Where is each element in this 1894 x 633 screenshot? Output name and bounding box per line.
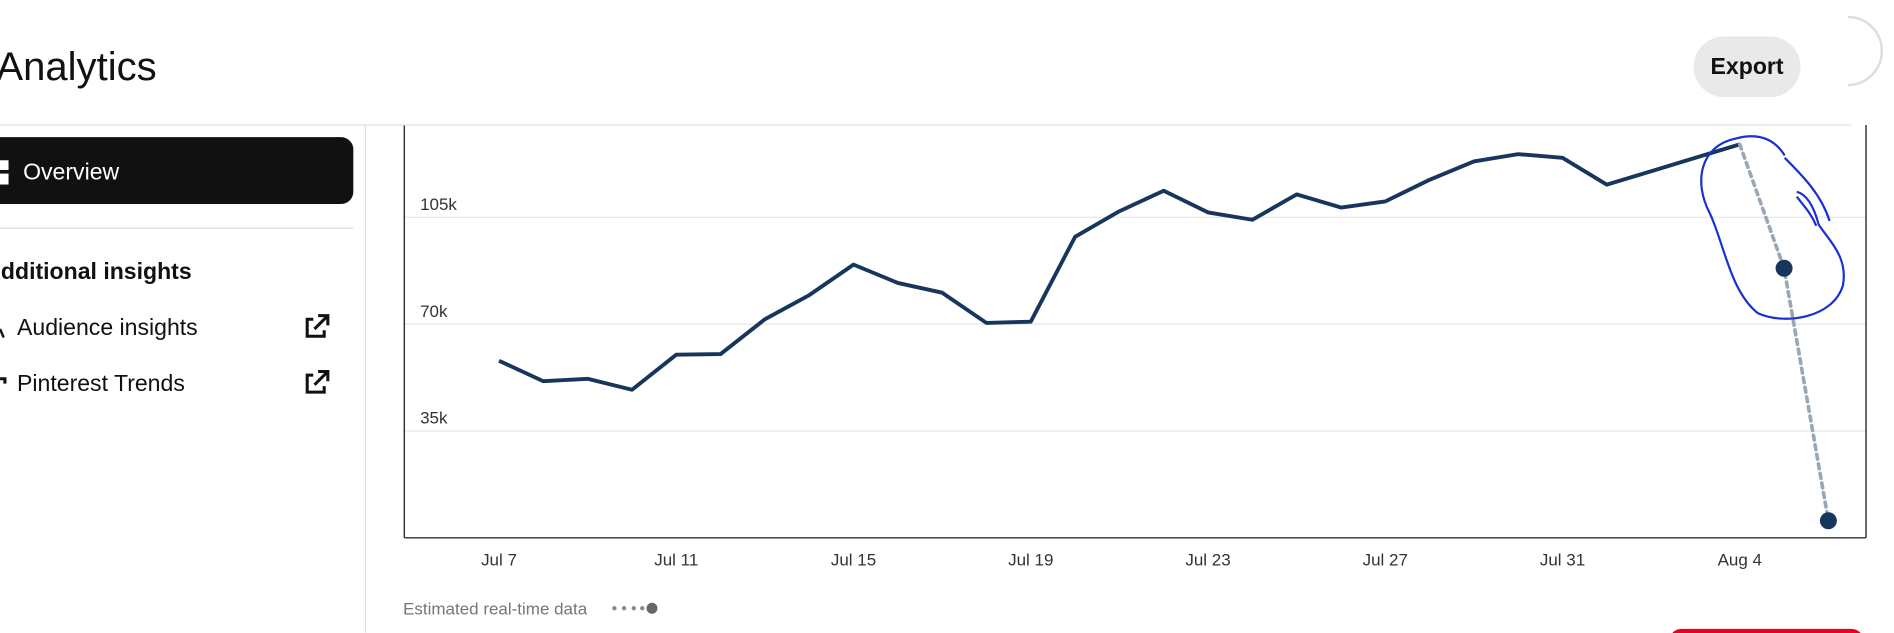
- x-tick-label: Jul 27: [1363, 551, 1408, 570]
- overview-icon: [0, 173, 9, 185]
- overview-label[interactable]: Overview: [23, 159, 119, 185]
- x-tick-label: Jul 23: [1185, 551, 1230, 570]
- estimate-legend: Estimated real-time data: [403, 599, 588, 618]
- section-heading: Additional insights: [0, 258, 192, 284]
- export-button[interactable]: [1693, 36, 1801, 98]
- audience-icon: [0, 328, 5, 338]
- y-tick-label: 70k: [420, 302, 448, 321]
- x-tick-label: Aug 4: [1718, 551, 1762, 570]
- trends-icon: [0, 377, 7, 384]
- y-tick-label: 105k: [420, 195, 457, 214]
- sidebar-link[interactable]: Pinterest Trends: [17, 370, 185, 396]
- estimate-point: [1775, 259, 1793, 277]
- x-tick-label: Jul 19: [1008, 551, 1053, 570]
- overview-tab[interactable]: [0, 137, 354, 204]
- x-tick-label: Jul 31: [1540, 551, 1585, 570]
- estimate-line: [1737, 142, 1831, 523]
- external-link-icon[interactable]: [305, 314, 330, 338]
- overview-icon: [0, 160, 9, 170]
- data-line: [498, 142, 1741, 392]
- export-label[interactable]: Export: [1711, 53, 1784, 79]
- estimate-legend-icon: [612, 602, 658, 614]
- sidebar-link[interactable]: Audience insights: [17, 314, 198, 340]
- x-tick-label: Jul 15: [831, 551, 876, 570]
- external-link-icon[interactable]: [305, 369, 330, 394]
- estimate-point: [1819, 512, 1837, 530]
- x-tick-label: Jul 11: [654, 551, 698, 570]
- x-tick-label: Jul 7: [481, 551, 517, 570]
- profile-edge: [1847, 15, 1884, 87]
- header: [0, 0, 1894, 126]
- annotation-scribble: [1700, 135, 1845, 320]
- y-tick-label: 35k: [420, 409, 448, 428]
- page-title: Analytics: [0, 45, 157, 89]
- red-button-edge[interactable]: [1669, 628, 1863, 633]
